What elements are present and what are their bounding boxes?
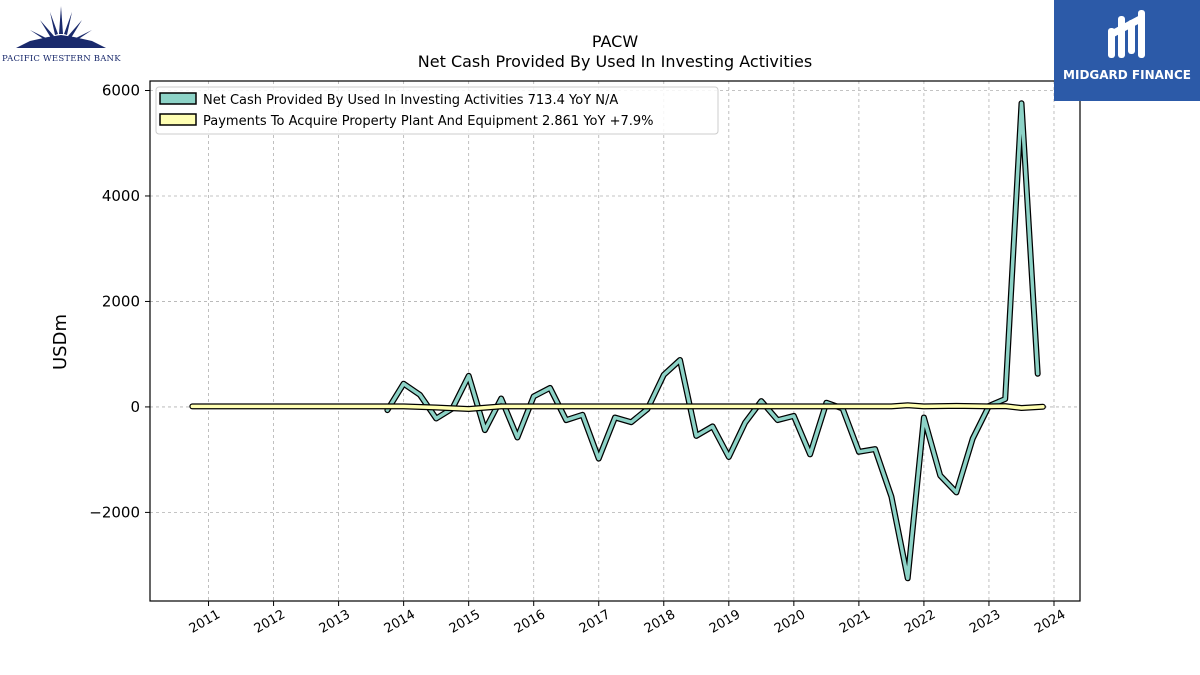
legend-swatch [159,113,197,126]
legend-label: Payments To Acquire Property Plant And E… [203,114,654,129]
x-tick-label: 2021 [837,607,873,637]
axis-ticks: 2011 2012 2013 2014 2015 2016 2017 2018 2019 2020… [89,81,1068,636]
x-tick-label: 2024 [1032,607,1068,637]
chart-title: PACW [591,32,639,51]
chart-subtitle: Net Cash Provided By Used In Investing A… [417,52,813,71]
bank-name: PACIFIC WESTERN BANK [2,54,121,64]
x-tick-label: 2019 [707,607,743,637]
series-line-outline [384,100,1041,582]
series-line [190,403,1045,411]
legend-swatch [159,92,197,105]
series-layer [189,100,1046,582]
x-tick-label: 2013 [317,607,353,637]
grid-lines [150,81,1080,601]
series-1 [384,100,1041,582]
x-tick-label: 2023 [967,607,1003,637]
x-tick-label: 2018 [642,607,678,637]
x-tick-label: 2020 [772,607,808,637]
y-tick-label: −2000 [89,503,140,521]
x-tick-label: 2022 [902,607,938,637]
y-tick-label: 6000 [102,81,140,99]
brand-name: MIDGARD FINANCE [1063,68,1191,82]
x-tick-label: 2012 [252,607,288,637]
x-tick-label: 2016 [512,607,548,637]
sunburst-icon [16,6,106,48]
legend-box [155,86,719,135]
y-tick-label: 4000 [102,187,140,205]
series-line [385,101,1040,581]
midgard-mark-icon [1108,10,1145,58]
y-tick-label: 0 [130,398,140,416]
midgard-finance-logo: MIDGARD FINANCE [1054,0,1200,101]
y-tick-label: 2000 [102,292,140,310]
y-axis-label: USDm [50,314,71,370]
x-tick-label: 2017 [577,607,613,637]
x-tick-label: 2015 [447,607,483,637]
x-tick-label: 2014 [382,607,418,637]
x-tick-label: 2011 [187,607,223,637]
legend: Net Cash Provided By Used In Investing A… [155,86,719,135]
pacific-western-bank-logo: PACIFIC WESTERN BANK [2,4,121,66]
series-2 [189,402,1046,412]
plot-frame [149,80,1081,602]
legend-label: Net Cash Provided By Used In Investing A… [203,93,618,108]
